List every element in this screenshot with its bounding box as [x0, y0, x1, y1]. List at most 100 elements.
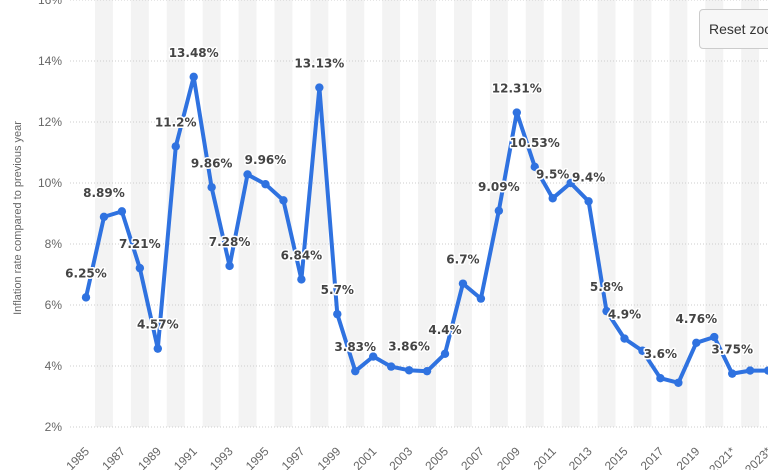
data-point — [351, 366, 360, 376]
x-tick-label: 1989 — [135, 444, 164, 470]
data-point — [225, 261, 234, 271]
data-point — [153, 344, 162, 353]
x-tick-label: 2003 — [386, 444, 415, 470]
y-tick-label: 8% — [45, 237, 63, 251]
x-tick-label: 2023* — [742, 444, 768, 470]
plot-band — [597, 0, 616, 427]
plot-band — [382, 0, 401, 427]
data-point — [674, 378, 683, 387]
plot-band — [202, 0, 221, 427]
plot-band — [741, 0, 760, 427]
plot-band — [310, 0, 329, 427]
data-point — [745, 366, 755, 375]
plot-band — [130, 0, 149, 427]
data-point — [279, 196, 288, 205]
data-point — [440, 349, 450, 358]
data-label: 9.4% — [572, 170, 605, 184]
plot-band — [238, 0, 257, 427]
data-point — [117, 207, 127, 216]
data-point — [692, 338, 701, 348]
data-label: 3.86% — [388, 339, 430, 353]
plot-band — [669, 0, 688, 427]
data-label: 11.2% — [155, 115, 197, 129]
series-line — [84, 74, 768, 385]
data-label: 3.6% — [644, 347, 677, 361]
data-point — [763, 366, 768, 375]
data-point — [386, 362, 396, 371]
plot-band — [453, 0, 472, 427]
x-tick-label: 2007 — [458, 444, 487, 470]
data-label: 6.7% — [446, 253, 479, 267]
data-point — [620, 334, 629, 343]
x-tick-label: 2019 — [674, 444, 703, 470]
data-point — [99, 212, 109, 222]
reset-zoom-button[interactable]: Reset zoom — [699, 9, 768, 49]
x-tick-label: 1985 — [63, 444, 92, 470]
data-label: 7.28% — [209, 235, 251, 249]
y-tick-label: 4% — [45, 359, 63, 373]
data-label: 5.8% — [590, 280, 623, 294]
x-tick-label: 2005 — [422, 444, 451, 470]
plot-band — [705, 0, 724, 427]
data-point — [656, 374, 665, 383]
y-tick-label: 6% — [45, 298, 63, 312]
plot-band — [525, 0, 544, 427]
x-tick-label: 1997 — [279, 444, 308, 470]
plot-band — [561, 0, 580, 427]
data-point — [710, 332, 719, 342]
data-point — [512, 108, 521, 117]
data-point — [243, 170, 252, 179]
data-label: 13.13% — [294, 57, 344, 71]
data-label: 6.84% — [281, 248, 323, 262]
x-tick-label: 1999 — [315, 444, 344, 470]
data-point — [261, 180, 270, 189]
data-point — [728, 369, 737, 378]
plot-band — [633, 0, 652, 427]
data-label: 8.89% — [83, 186, 125, 200]
data-point — [171, 142, 180, 151]
data-point — [369, 352, 378, 361]
data-point — [584, 197, 593, 206]
data-label: 12.31% — [492, 82, 542, 96]
data-label: 10.53% — [510, 136, 560, 150]
x-tick-label: 1991 — [171, 444, 200, 470]
y-tick-label: 10% — [38, 176, 62, 190]
data-label: 7.21% — [119, 237, 161, 251]
data-point — [638, 346, 647, 355]
data-point — [189, 72, 198, 82]
x-tick-label: 2021* — [706, 444, 738, 470]
plot-band — [346, 0, 365, 427]
data-point — [333, 309, 342, 319]
data-point — [404, 366, 414, 375]
data-label: 4.9% — [608, 308, 641, 322]
data-label: 6.25% — [65, 266, 107, 280]
data-label: 9.5% — [536, 167, 569, 181]
data-point — [81, 293, 91, 302]
data-point — [207, 183, 216, 192]
y-axis-label: Inflation rate compared to previous year — [12, 121, 24, 315]
x-tick-label: 2015 — [602, 444, 631, 470]
data-point — [422, 366, 432, 376]
data-point — [530, 162, 539, 172]
data-point — [566, 178, 575, 188]
x-tick-label: 2017 — [638, 444, 667, 470]
plot-band — [166, 0, 185, 427]
data-label: 13.48% — [169, 46, 219, 60]
y-tick-label: 14% — [38, 54, 62, 68]
data-point — [602, 306, 611, 316]
data-label: 5.7% — [321, 283, 354, 297]
data-label: 3.75% — [711, 343, 753, 357]
x-tick-label: 1993 — [207, 444, 236, 470]
data-label: 4.57% — [137, 318, 179, 332]
y-tick-label: 2% — [45, 420, 63, 434]
data-point — [476, 294, 486, 303]
data-label: 3.83% — [334, 340, 376, 354]
data-point — [315, 83, 324, 92]
x-tick-label: 1995 — [243, 444, 272, 470]
x-tick-label: 2001 — [351, 444, 380, 470]
x-tick-label: 2011 — [531, 444, 559, 470]
data-point — [494, 206, 504, 215]
data-point — [135, 263, 145, 273]
data-label: 9.86% — [191, 156, 233, 170]
